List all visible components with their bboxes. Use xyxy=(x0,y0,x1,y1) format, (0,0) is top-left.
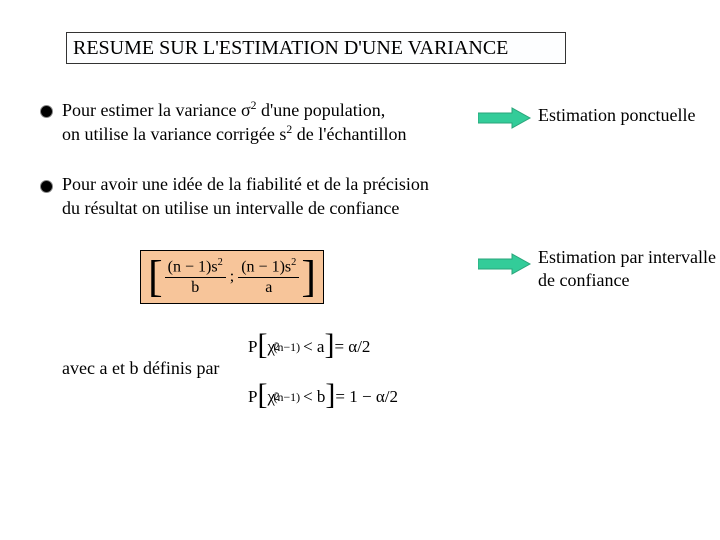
left-bracket: [ xyxy=(257,380,267,410)
right-bracket: ] xyxy=(324,330,334,360)
sigma-symbol: σ xyxy=(241,100,251,120)
text-fragment: Pour estimer la variance xyxy=(62,100,241,120)
P-symbol: P xyxy=(248,337,257,357)
avec-text: avec a et b définis par xyxy=(62,358,219,379)
bullet-icon xyxy=(40,180,53,193)
equals-rhs: = 1 − α/2 xyxy=(335,387,398,407)
left-bracket: [ xyxy=(257,330,267,360)
inequality: < b xyxy=(303,387,325,407)
bullet-1-text: Pour estimer la variance σ2 d'une popula… xyxy=(62,98,482,147)
label-ponctuelle: Estimation ponctuelle xyxy=(538,104,695,127)
right-bracket: ] xyxy=(325,380,335,410)
left-bracket: [ xyxy=(148,255,163,299)
bullet-icon xyxy=(40,105,53,118)
subscript: (n−1) xyxy=(274,340,301,355)
bullet-2-text: Pour avoir une idée de la fiabilité et d… xyxy=(62,172,442,221)
denominator: a xyxy=(262,278,275,297)
numerator: (n − 1)s xyxy=(241,258,291,275)
page-title-box: RESUME SUR L'ESTIMATION D'UNE VARIANCE xyxy=(66,32,566,64)
text-fragment: on utilise la variance corrigée s xyxy=(62,124,286,144)
fraction-right: (n − 1)s2 a xyxy=(238,257,299,297)
fraction-left: (n − 1)s2 b xyxy=(165,257,226,297)
denominator: b xyxy=(188,278,202,297)
condition-formula-a: P [ χ2(n−1) < a ] = α/2 xyxy=(248,332,370,362)
interval-formula: [ (n − 1)s2 b ; (n − 1)s2 a ] xyxy=(148,255,316,299)
arrow-icon xyxy=(478,106,532,130)
P-symbol: P xyxy=(248,387,257,407)
arrow-icon xyxy=(478,252,532,276)
inequality: < a xyxy=(303,337,324,357)
separator: ; xyxy=(230,268,234,286)
right-bracket: ] xyxy=(301,255,316,299)
label-intervalle: Estimation par intervalle de confiance xyxy=(538,246,718,293)
interval-formula-box: [ (n − 1)s2 b ; (n − 1)s2 a ] xyxy=(140,250,324,304)
condition-formula-b: P [ χ2(n−1) < b ] = 1 − α/2 xyxy=(248,382,398,412)
subscript: (n−1) xyxy=(274,390,301,405)
superscript: 2 xyxy=(218,257,223,268)
text-fragment: de l'échantillon xyxy=(292,124,406,144)
text-fragment: d'une population, xyxy=(256,100,385,120)
superscript: 2 xyxy=(291,257,296,268)
equals-rhs: = α/2 xyxy=(334,337,370,357)
numerator: (n − 1)s xyxy=(168,258,218,275)
page-title: RESUME SUR L'ESTIMATION D'UNE VARIANCE xyxy=(73,37,508,60)
